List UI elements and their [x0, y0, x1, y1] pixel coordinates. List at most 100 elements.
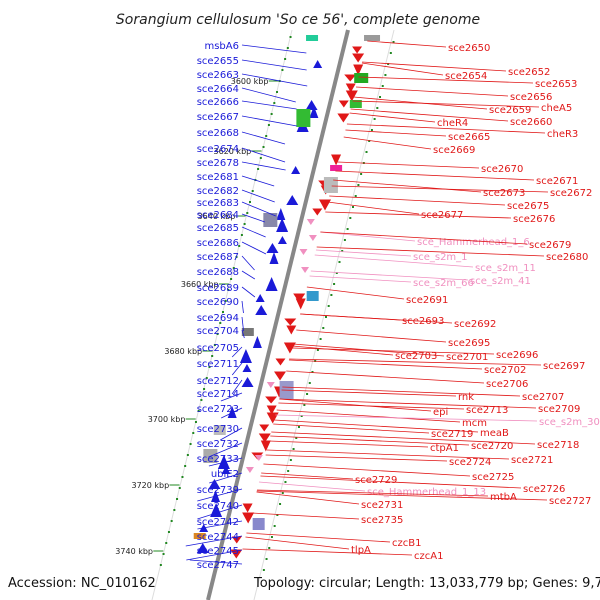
left-leader-line — [241, 147, 286, 163]
right-gene-label: sce2703 — [395, 351, 437, 362]
plus-strand-gene-arrow — [352, 46, 363, 54]
left-leader-line — [241, 226, 266, 238]
right-gene-label: sce2726 — [523, 484, 565, 495]
tick-mark — [330, 294, 333, 296]
plus-strand-gene-arrow — [293, 293, 306, 303]
right-gene-label: sce2709 — [538, 404, 580, 415]
left-gene-label: sce2714 — [197, 389, 239, 400]
plus-strand-gene-arrow — [337, 113, 350, 123]
tick-mark — [352, 206, 354, 208]
left-leader-line — [241, 255, 255, 271]
left-gene-label: sce2682 — [197, 186, 239, 197]
right-leader-line — [279, 398, 432, 412]
left-gene-label: sce2745 — [197, 546, 239, 557]
right-gene-label: sce2670 — [481, 164, 523, 175]
right-leader-line — [350, 108, 509, 122]
map-title: Sorangium cellulosum 'So ce 56', complet… — [116, 12, 480, 28]
left-gene-label: sce2683 — [197, 198, 239, 209]
tick-mark — [276, 91, 279, 93]
right-leader-line — [333, 179, 482, 193]
left-leader-line — [197, 520, 243, 530]
right-gene-label: sce2653 — [535, 79, 577, 90]
right-leader-line — [256, 491, 360, 505]
right-gene-label: mtbA — [490, 492, 517, 503]
right-leader-line — [275, 414, 538, 422]
gene-cluster-block — [252, 518, 265, 530]
right-leader-line — [314, 254, 474, 268]
minus-strand-gene-arrow — [266, 243, 279, 253]
rna-feature-arrow — [306, 219, 315, 225]
right-gene-label: czcB1 — [392, 538, 421, 549]
plus-strand-gene-arrow — [312, 208, 323, 216]
right-leader-line — [286, 370, 485, 384]
plus-strand-gene-arrow — [259, 424, 270, 432]
right-gene-label: ctpA1 — [430, 443, 459, 454]
tick-mark — [324, 316, 327, 318]
right-gene-label: sce2706 — [486, 379, 528, 390]
tick-mark — [265, 558, 268, 560]
left-gene-label: sce2667 — [197, 112, 239, 123]
scale-labels-layer: 3600 kbp 3620 kbp 3640 kbp 3660 kbp 3680 kbp… — [115, 77, 279, 556]
left-leader-line — [221, 407, 243, 419]
left-leader-line — [241, 131, 286, 145]
tick-mark — [216, 333, 219, 335]
right-leader-line — [320, 231, 416, 242]
left-leader-line — [186, 549, 243, 561]
rna-feature-arrow — [266, 382, 275, 388]
right-leader-line — [270, 435, 470, 446]
right-leader-line — [292, 345, 394, 356]
gene-cluster-block — [354, 73, 369, 83]
minus-strand-labels-layer: msbA6 sce2655 sce2663 sce2664 sce2666 sce2667… — [185, 41, 308, 571]
right-leader-line — [281, 389, 457, 397]
right-gene-label: sce2669 — [433, 145, 475, 156]
gene-cluster-block — [263, 213, 278, 227]
left-gene-label: sce2655 — [197, 56, 239, 67]
tick-mark — [251, 190, 254, 192]
tick-mark — [257, 168, 260, 170]
left-leader-line — [241, 44, 307, 54]
plus-strand-gene-arrow — [258, 433, 271, 443]
left-gene-label: sce2686 — [197, 238, 239, 249]
left-gene-label: sce2730 — [197, 424, 239, 435]
left-leader-line — [241, 100, 297, 110]
left-gene-label: sce2666 — [197, 97, 239, 108]
left-gene-label: sce2685 — [197, 223, 239, 234]
tick-mark — [365, 151, 368, 153]
scale-label: 3680 kbp — [164, 347, 202, 356]
left-leader-line — [241, 241, 267, 255]
right-gene-label: sce2691 — [406, 295, 448, 306]
left-gene-label: sce2723 — [197, 404, 239, 415]
tick-mark — [273, 525, 276, 527]
right-gene-label: sce2707 — [522, 392, 564, 403]
right-leader-line — [257, 489, 489, 497]
minus-strand-gene-arrow — [277, 236, 287, 244]
right-gene-label: czcA1 — [414, 551, 443, 562]
plus-strand-gene-arrow — [242, 512, 255, 524]
right-leader-line — [265, 454, 448, 462]
right-leader-line — [352, 100, 540, 108]
plus-strand-gene-arrow — [231, 536, 242, 544]
tick-mark — [327, 305, 330, 307]
tick-mark — [208, 366, 211, 368]
tick-mark — [205, 377, 208, 379]
tick-mark — [238, 245, 241, 247]
tick-mark — [230, 278, 233, 280]
left-leader-line — [208, 442, 243, 458]
left-gene-label: sce2690 — [197, 297, 239, 308]
right-leader-line — [362, 61, 507, 72]
right-gene-label: sce2696 — [496, 350, 538, 361]
minus-strand-gene-arrow — [309, 106, 319, 118]
minus-strand-gene-arrow — [269, 252, 279, 264]
left-gene-label: sce2740 — [197, 501, 239, 512]
tick-mark — [165, 542, 168, 544]
tick-mark — [284, 58, 287, 60]
left-gene-label: sce2681 — [197, 172, 239, 183]
left-gene-label: sce2711 — [197, 359, 239, 370]
right-gene-label: sce2713 — [466, 405, 508, 416]
right-leader-line — [251, 512, 360, 520]
left-leader-line — [241, 161, 286, 171]
left-leader-line — [241, 87, 296, 103]
plus-strand-gene-arrow — [353, 64, 364, 76]
tick-mark — [349, 217, 352, 219]
tick-mark — [194, 421, 197, 423]
